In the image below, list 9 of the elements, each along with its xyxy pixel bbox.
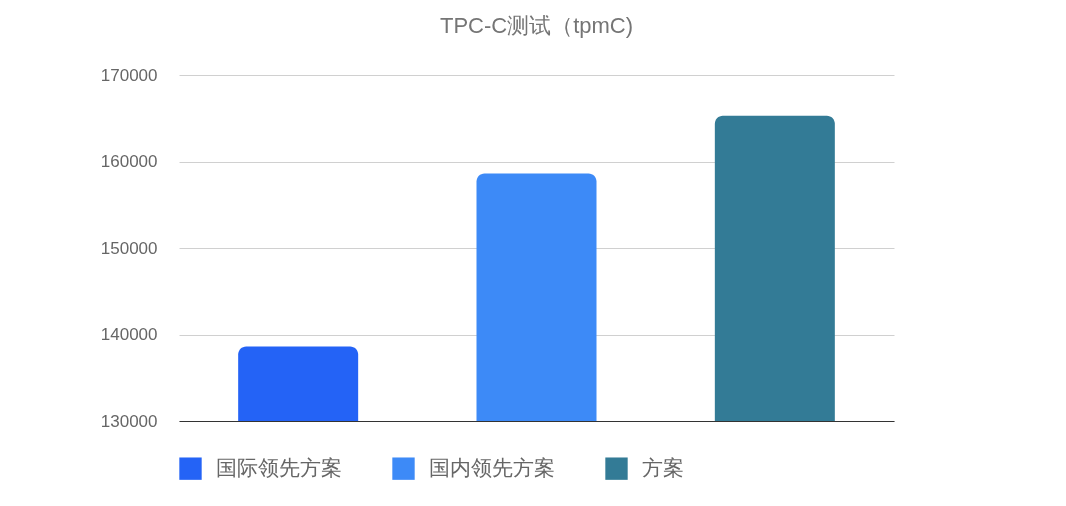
- y-tick-label: 170000: [100, 65, 158, 85]
- legend-label: 国内领先方案: [429, 455, 555, 479]
- y-tick-label: 150000: [100, 238, 158, 258]
- y-tick-label: 130000: [100, 411, 158, 431]
- chart-title: TPC-C测试（tpmC): [439, 13, 634, 38]
- y-tick-label: 140000: [100, 325, 158, 344]
- y-tick-label: 160000: [100, 152, 158, 171]
- legend-label: 方案: [642, 455, 684, 479]
- legend-label: 国际领先方案: [216, 455, 342, 479]
